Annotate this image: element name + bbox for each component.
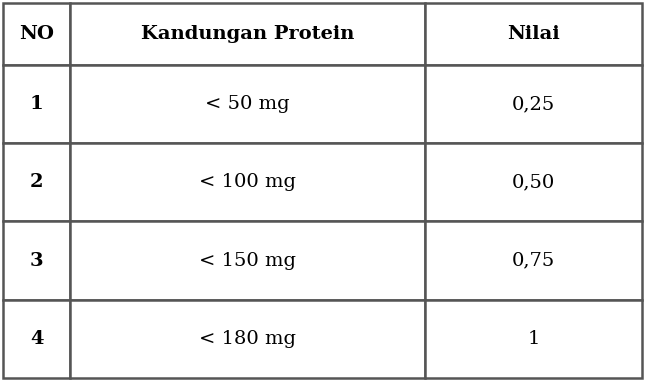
Bar	[70, 3, 425, 65]
Bar	[3, 143, 70, 221]
Bar	[425, 3, 642, 65]
Bar	[3, 221, 70, 300]
Bar	[425, 143, 642, 221]
Text: < 100 mg: < 100 mg	[199, 173, 296, 191]
Bar	[3, 65, 70, 143]
Text: 0,75: 0,75	[511, 251, 555, 270]
Text: 4: 4	[30, 330, 43, 348]
Text: Nilai: Nilai	[507, 25, 560, 43]
Text: < 50 mg: < 50 mg	[205, 95, 290, 113]
Text: Kandungan Protein: Kandungan Protein	[141, 25, 354, 43]
Bar	[425, 65, 642, 143]
Text: < 150 mg: < 150 mg	[199, 251, 296, 270]
Text: NO: NO	[19, 25, 54, 43]
Text: 1: 1	[30, 95, 43, 113]
Text: 0,25: 0,25	[511, 95, 555, 113]
Bar	[3, 300, 70, 378]
Bar	[70, 65, 425, 143]
Text: 3: 3	[30, 251, 43, 270]
Bar	[425, 221, 642, 300]
Text: 2: 2	[30, 173, 43, 191]
Text: 0,50: 0,50	[511, 173, 555, 191]
Bar	[70, 221, 425, 300]
Bar	[3, 3, 70, 65]
Bar	[70, 300, 425, 378]
Bar	[70, 143, 425, 221]
Text: < 180 mg: < 180 mg	[199, 330, 296, 348]
Bar	[425, 300, 642, 378]
Text: 1: 1	[527, 330, 540, 348]
